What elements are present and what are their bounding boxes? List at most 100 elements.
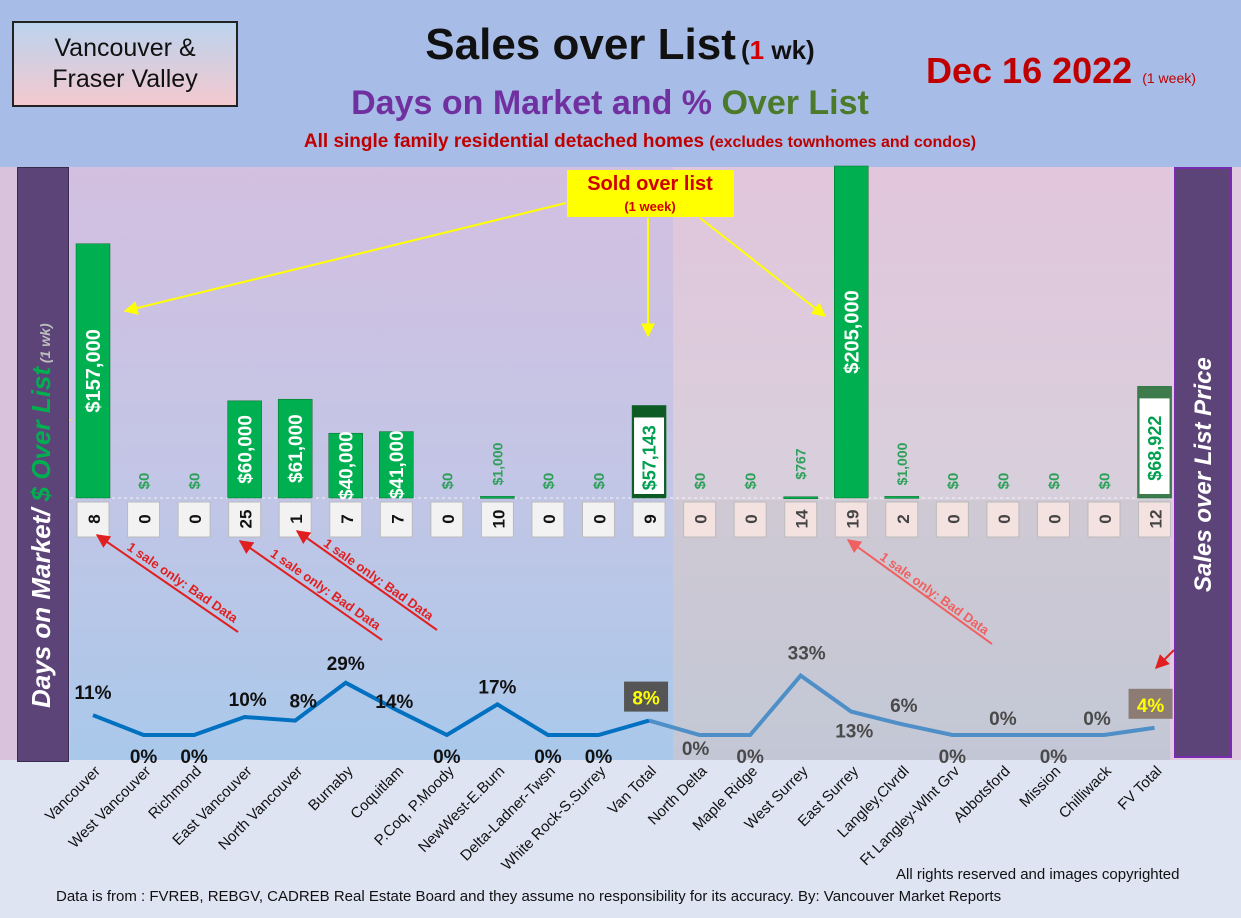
bar-dollar-label: $57,143 [640,425,660,490]
dom-value: 19 [843,510,862,529]
sold-arrow-east-surrey [699,217,827,317]
sold-callout-box [567,170,734,217]
bar-dollars [379,431,414,499]
bar-dollar-label: $61,000 [286,414,307,483]
bar-dollar-label: $0 [692,473,709,490]
region-line2: Fraser Valley [52,65,198,93]
dom-box [127,501,161,538]
title-main: Sales over List [425,20,736,69]
bar-dollar-label: $68,922 [1145,416,1165,481]
dom-value: 9 [641,514,660,523]
pct-label: 0% [1083,709,1111,730]
pct-total-box [624,681,669,712]
dom-value: 0 [944,514,963,523]
dom-box [1036,501,1070,538]
date-main: Dec 16 2022 [926,50,1133,91]
bar-dollar-label: $767 [793,448,809,479]
dom-box [430,501,464,538]
pct-label: 33% [788,644,826,665]
pct-label: 0% [939,747,967,768]
plot-area-vancouver [70,167,673,760]
bar-dollars [328,432,363,499]
dom-box [329,501,363,538]
dom-box [379,501,413,538]
sold-callout-line2: (1 week) [624,199,675,214]
pct-label: 8% [632,689,660,710]
bar-dollars [480,496,515,499]
dom-box [935,501,969,538]
pct-label: 10% [229,690,267,711]
chart-note: All single family residential detached h… [180,131,1100,153]
bar-dollars [783,496,818,500]
bar-total-label-bg [1139,398,1170,494]
lower-shade-fraser-valley [673,500,1170,760]
pct-box-arrow [1155,649,1175,669]
pct-label: 8% [289,692,317,713]
dom-box [986,501,1020,538]
pct-label: 0% [1040,747,1068,768]
dom-value: 8 [85,514,104,523]
subtitle-part2: Over List [721,84,869,122]
bar-dollar-label: $40,000 [337,431,358,500]
bar-dollar-label: $0 [1096,473,1113,490]
pct-label: 0% [180,747,208,768]
bar-dollar-label: $0 [1046,473,1063,490]
bar-dollar-label: $0 [591,473,608,490]
pct-line-fv [648,672,1155,737]
bar-dollar-label: $0 [743,473,760,490]
bad-data-arrow [846,539,993,645]
bar-dollar-label: $0 [136,473,153,490]
dom-box [531,501,565,538]
chart-title: Sales over List (1 wk) [320,20,920,70]
title-period: (1 wk) [741,35,815,65]
dom-box [1138,501,1172,538]
dom-box [480,501,514,538]
bar-dollar-label: $0 [945,473,962,490]
bar-dollars [75,243,111,499]
dom-box [885,501,919,538]
dom-box [632,501,666,538]
report-date: Dec 16 2022 (1 week) [926,50,1196,92]
bar-dollar-label: $1,000 [894,442,910,485]
pct-label: 0% [682,739,710,760]
pct-label: 29% [327,654,365,675]
region-line1: Vancouver & [54,34,196,62]
note-main: All single family residential detached h… [303,131,710,152]
pct-line-van [92,680,650,738]
bad-data-arrow [95,534,239,633]
pct-label: 4% [1137,696,1165,717]
bar-dollar-label: $205,000 [841,290,863,373]
dom-box [177,501,211,538]
dom-box [278,501,312,538]
bad-data-arrow [295,530,438,631]
pct-label: 13% [835,722,873,743]
bar-dollar-label: $41,000 [387,430,408,499]
axis-area [0,760,1241,918]
dom-value: 0 [186,514,205,523]
bar-dollar-label: $0 [187,473,204,490]
bar-dollars [884,496,920,499]
bar-dollar-label: $157,000 [83,329,105,412]
dom-value: 0 [540,514,559,523]
footer-source: Data is from : FVREB, REBGV, CADREB Real… [56,888,1002,905]
sold-arrow-vancouver [123,202,567,315]
region-box: Vancouver & Fraser Valley [12,21,238,107]
date-small: (1 week) [1142,70,1196,86]
pct-label: 17% [478,677,516,698]
pct-label: 0% [130,747,158,768]
dom-box [76,501,110,538]
pct-label: 11% [75,683,112,704]
bar-dollar-label: $1,000 [489,442,505,485]
title-paren-open: ( [740,35,750,65]
bar-dollar-label: $60,000 [235,415,256,484]
bar-dollars [227,400,262,499]
subtitle-part1: Days on Market and % [351,84,722,122]
dom-value: 0 [1045,514,1064,523]
dom-box [834,501,868,538]
dom-box [733,501,767,538]
dom-box [1087,501,1121,538]
bar-dollar-label: $0 [439,473,456,490]
dom-value: 14 [793,509,812,528]
